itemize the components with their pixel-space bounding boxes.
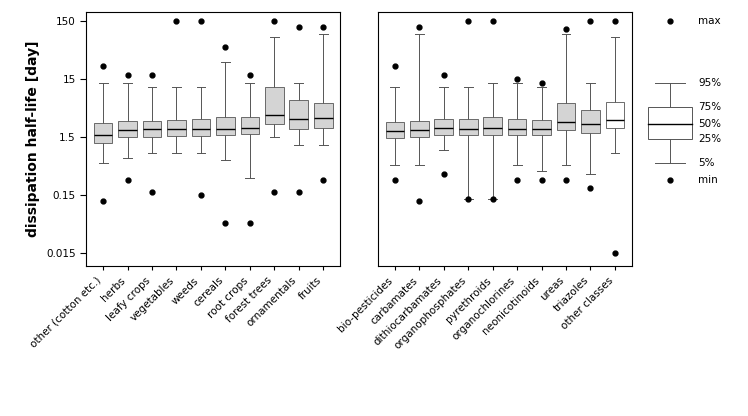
- Bar: [483, 117, 502, 135]
- Bar: [533, 120, 551, 135]
- Bar: [289, 100, 308, 129]
- Bar: [118, 121, 137, 136]
- Bar: [265, 87, 283, 124]
- Bar: [459, 119, 477, 135]
- Bar: [216, 117, 235, 135]
- Text: 25%: 25%: [698, 134, 721, 144]
- Bar: [557, 103, 575, 130]
- Bar: [435, 119, 453, 135]
- Bar: [314, 103, 333, 128]
- Bar: [241, 117, 259, 134]
- Text: 95%: 95%: [698, 78, 721, 88]
- Bar: [94, 124, 112, 143]
- Bar: [143, 121, 162, 136]
- Bar: [168, 120, 186, 136]
- Bar: [385, 121, 404, 138]
- Text: min: min: [698, 175, 718, 185]
- Text: 50%: 50%: [698, 119, 721, 129]
- Bar: [191, 119, 210, 136]
- Text: 75%: 75%: [698, 102, 721, 112]
- Bar: [581, 110, 600, 133]
- Bar: [648, 107, 692, 139]
- Bar: [410, 121, 429, 136]
- Bar: [508, 119, 527, 135]
- Y-axis label: dissipation half-life [day]: dissipation half-life [day]: [26, 41, 40, 237]
- Bar: [606, 102, 625, 128]
- Text: max: max: [698, 16, 721, 26]
- Text: 5%: 5%: [698, 158, 714, 168]
